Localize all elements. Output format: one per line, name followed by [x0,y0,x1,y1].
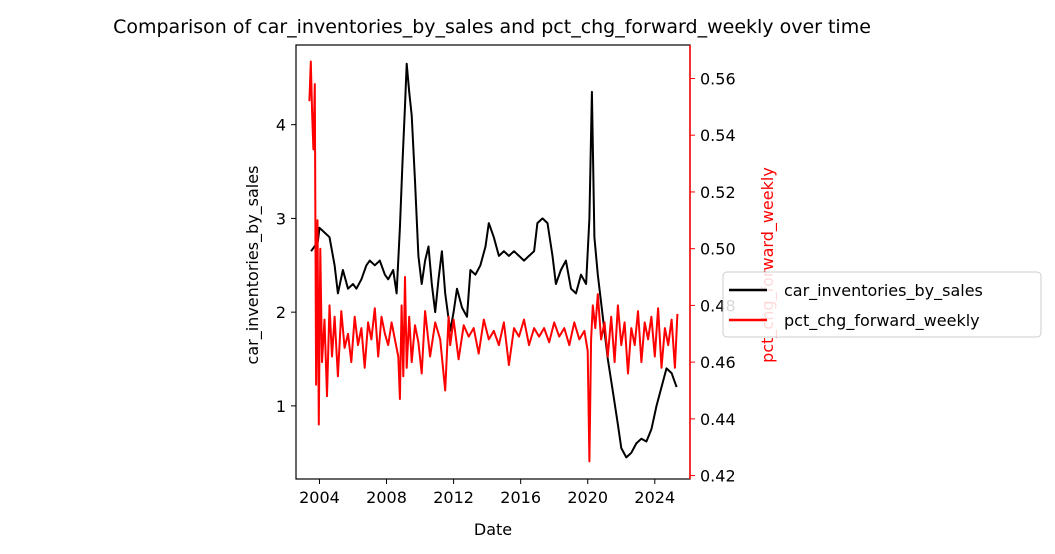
chart-title: Comparison of car_inventories_by_sales a… [113,16,871,38]
y-right-tick-label: 0.44 [700,410,736,429]
y-right-tick-label: 0.54 [700,126,736,145]
y-right-tick-label: 0.56 [700,69,736,88]
legend: car_inventories_by_sales pct_chg_forward… [722,271,1042,338]
y-right-tick-label: 0.50 [700,240,736,259]
y-left-axis-ticks: 1 2 3 4 [276,116,296,416]
series-line-0 [310,62,678,459]
x-tick-label: 2008 [366,488,407,507]
plot-area [295,44,691,480]
x-tick-label: 2012 [433,488,474,507]
x-tick-label: 2004 [299,488,340,507]
legend-label-pct-chg: pct_chg_forward_weekly [784,311,980,331]
y-left-tick-label: 2 [276,303,286,322]
x-tick-label: 2016 [500,488,541,507]
x-tick-label: 2020 [567,488,608,507]
y-left-tick-label: 3 [276,209,286,228]
x-axis-label: Date [474,520,512,539]
legend-box [722,271,1042,338]
y-right-tick-label: 0.52 [700,183,736,202]
plot-frame [295,44,691,480]
y-right-tick-label: 0.46 [700,353,736,372]
y-right-tick-label: 0.42 [700,467,736,486]
x-axis-ticks: 2004 2008 2012 2016 2020 2024 [299,479,675,507]
y-left-tick-label: 1 [276,397,286,416]
y-left-axis-label: car_inventories_by_sales [243,166,263,365]
series-line-1 [308,60,679,463]
y-left-tick-label: 4 [276,116,286,135]
y-right-axis-ticks: 0.420.440.460.480.500.520.540.56 [690,69,736,486]
x-tick-label: 2024 [634,488,675,507]
legend-label-car-inventories: car_inventories_by_sales [784,281,983,301]
